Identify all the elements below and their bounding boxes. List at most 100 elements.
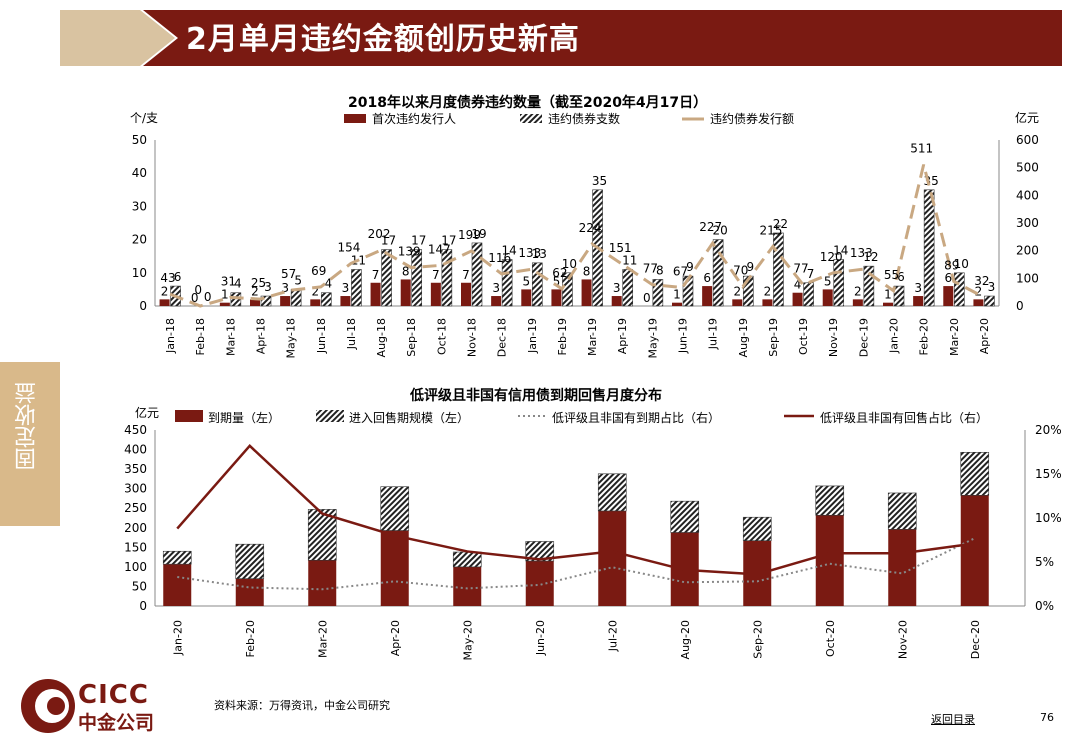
bar-due bbox=[525, 561, 554, 606]
label-first-default: 8 bbox=[402, 264, 410, 278]
label-first-default: 0 bbox=[191, 291, 199, 305]
label-first-default: 2 bbox=[251, 284, 259, 298]
chart1-x-tick: Dec-19 bbox=[857, 318, 870, 357]
legend-swatch-first-default bbox=[344, 114, 366, 123]
label-default-amount: 70 bbox=[733, 264, 748, 278]
bar-bond-count bbox=[471, 242, 483, 307]
bar-first-default bbox=[913, 296, 924, 306]
chart1-right-tick: 500 bbox=[1016, 161, 1039, 175]
bar-due bbox=[308, 560, 337, 606]
bar-put bbox=[380, 486, 410, 531]
bar-first-default bbox=[822, 289, 833, 306]
chart1-left-tick: 20 bbox=[132, 233, 147, 247]
label-bond-count: 13 bbox=[532, 247, 547, 261]
chart2-title: 低评级且非国有信用债到期回售月度分布 bbox=[410, 388, 662, 404]
bar-first-default bbox=[280, 296, 291, 306]
label-first-default: 5 bbox=[522, 274, 530, 288]
bar-bond-count bbox=[984, 295, 995, 307]
chart1-x-tick: Apr-19 bbox=[616, 318, 629, 354]
chart1-x-tick: Mar-19 bbox=[586, 318, 599, 356]
bar-first-default bbox=[430, 282, 441, 306]
chart1-title: 2018年以来月度债券违约数量（截至2020年4月17日） bbox=[348, 95, 708, 111]
bar-first-default bbox=[702, 286, 713, 306]
chart1-left-tick: 0 bbox=[139, 299, 147, 313]
label-default-amount: 215 bbox=[759, 224, 782, 238]
legend-label-put-ratio: 低评级且非国有回售占比（右） bbox=[820, 410, 988, 425]
back-to-contents-link[interactable]: 返回目录 bbox=[931, 713, 975, 726]
chart1-right-tick: 600 bbox=[1016, 133, 1039, 147]
chart1-x-tick: Oct-18 bbox=[435, 318, 448, 355]
label-default-amount: 25 bbox=[251, 276, 266, 290]
label-first-default: 6 bbox=[703, 271, 711, 285]
chart1-x-tick: May-18 bbox=[285, 318, 298, 359]
chart2-x-tick: Sep-20 bbox=[751, 620, 764, 659]
chart1-right-unit: 亿元 bbox=[1015, 110, 1039, 125]
bar-bond-count bbox=[773, 232, 784, 307]
bar-bond-count bbox=[501, 259, 513, 307]
side-tab bbox=[0, 362, 60, 526]
bar-first-default bbox=[762, 299, 773, 306]
bar-first-default bbox=[250, 299, 260, 306]
bar-first-default bbox=[611, 296, 622, 306]
chart1-x-tick: Oct-19 bbox=[797, 318, 810, 355]
bar-bond-count bbox=[682, 275, 694, 307]
chart1-x-tick: May-19 bbox=[646, 318, 659, 359]
chart2-left-tick: 450 bbox=[124, 423, 147, 437]
label-default-amount: 77 bbox=[793, 262, 808, 276]
bar-first-default bbox=[461, 282, 471, 306]
label-bond-count: 3 bbox=[264, 280, 272, 294]
chart2-left-tick: 150 bbox=[124, 540, 147, 554]
bar-bond-count bbox=[381, 249, 392, 307]
chart2-left-tick: 0 bbox=[139, 599, 147, 613]
bar-bond-count bbox=[320, 292, 332, 307]
chart1-right-tick: 0 bbox=[1016, 299, 1024, 313]
label-default-amount: 43 bbox=[160, 271, 175, 285]
legend-label-amount: 违约债券发行额 bbox=[710, 111, 794, 126]
logo-en: CICC bbox=[78, 680, 149, 710]
logo-zh: 中金公司 bbox=[78, 712, 155, 734]
label-first-default: 7 bbox=[372, 268, 380, 282]
label-bond-count: 0 bbox=[204, 290, 212, 304]
label-default-amount: 133 bbox=[850, 246, 873, 260]
chart1-x-tick: Jan-20 bbox=[888, 318, 901, 354]
label-bond-count: 22 bbox=[773, 217, 788, 231]
bar-put bbox=[597, 473, 627, 512]
bar-bond-count bbox=[863, 265, 875, 307]
label-first-default: 8 bbox=[583, 264, 591, 278]
bar-put bbox=[815, 485, 845, 516]
chart1-left-tick: 10 bbox=[132, 266, 147, 280]
label-bond-count: 14 bbox=[502, 244, 517, 258]
label-first-default: 6 bbox=[944, 271, 952, 285]
bar-first-default bbox=[852, 299, 863, 306]
chart1-x-tick: Feb-19 bbox=[556, 318, 569, 355]
chart1-x-tick: Sep-18 bbox=[405, 318, 418, 357]
label-default-amount: 31 bbox=[221, 274, 236, 288]
page-title: 2月单月违约金额创历史新高 bbox=[186, 22, 580, 57]
chart1-x-tick: Feb-18 bbox=[194, 318, 207, 355]
bar-first-default bbox=[370, 282, 381, 306]
label-first-default: 1 bbox=[673, 288, 681, 302]
bar-put bbox=[670, 500, 700, 533]
chart2-left-tick: 200 bbox=[124, 521, 147, 535]
bar-put bbox=[162, 550, 192, 565]
bar-due bbox=[598, 510, 627, 606]
chart2-left-tick: 100 bbox=[124, 560, 147, 574]
label-first-default: 2 bbox=[311, 284, 319, 298]
label-first-default: 3 bbox=[492, 281, 500, 295]
legend-label-due: 到期量（左） bbox=[208, 410, 280, 425]
chart1-right-tick: 100 bbox=[1016, 271, 1039, 285]
label-first-default: 4 bbox=[794, 278, 802, 292]
label-default-amount: 89 bbox=[944, 258, 959, 272]
bar-first-default bbox=[159, 299, 170, 306]
bar-put bbox=[452, 551, 482, 568]
label-bond-count: 8 bbox=[656, 263, 664, 277]
bar-first-default bbox=[943, 286, 954, 306]
chart2-x-tick: Jan-20 bbox=[171, 620, 184, 656]
bar-due bbox=[380, 530, 409, 606]
label-default-amount: 62 bbox=[552, 266, 567, 280]
label-first-default: 5 bbox=[553, 274, 561, 288]
label-bond-count: 5 bbox=[294, 273, 302, 287]
label-bond-count: 17 bbox=[441, 234, 456, 248]
chart2-x-tick: Apr-20 bbox=[389, 620, 402, 656]
label-first-default: 2 bbox=[975, 284, 983, 298]
